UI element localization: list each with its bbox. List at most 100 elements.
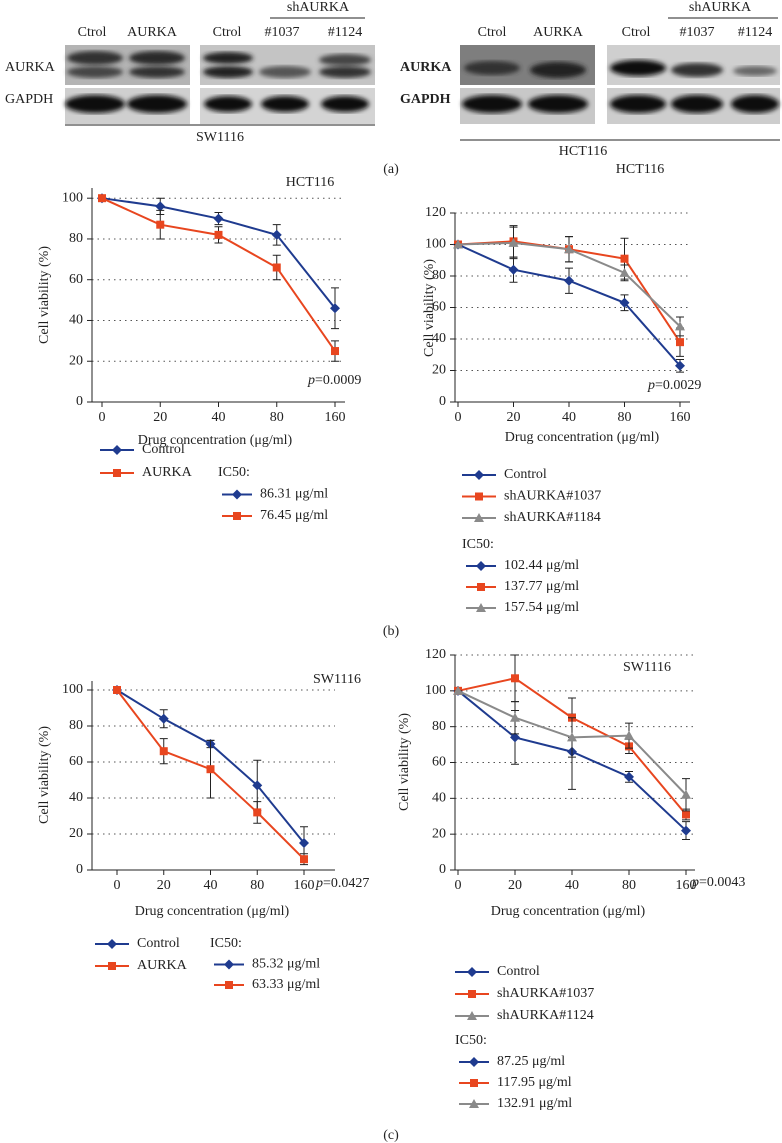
band	[462, 95, 522, 113]
marker	[213, 213, 224, 224]
legend-label: Control	[142, 442, 185, 457]
marker	[564, 244, 574, 254]
band	[321, 96, 369, 112]
y-tick-label: 100	[425, 237, 446, 252]
blot-hct116: Ctrol AURKA Ctrol #1037 #1124 shAURKA AU…	[400, 0, 780, 159]
y-tick-label: 0	[76, 862, 83, 877]
ic50-label: IC50:	[210, 936, 242, 951]
chart: 0 20 40 60 80 100 0 20 40 80 160 HCT116 Cell viabili…	[37, 175, 361, 523]
marker	[474, 513, 484, 522]
marker	[113, 469, 121, 477]
annotation: p=0.0427	[315, 876, 369, 891]
y-tick-label: 60	[69, 272, 83, 287]
ic50-label: IC50:	[218, 465, 250, 480]
band	[203, 52, 253, 64]
x-tick-label: 40	[565, 878, 579, 893]
legend-label: AURKA	[142, 465, 193, 480]
annotation: p=0.0029	[647, 378, 701, 393]
annotation-italic: p	[647, 378, 655, 393]
band	[464, 61, 520, 75]
marker	[469, 1057, 479, 1067]
annotation-text: =0.0427	[323, 876, 369, 891]
marker	[158, 713, 169, 724]
x-tick-label: 80	[250, 878, 264, 893]
marker	[681, 789, 691, 799]
x-axis-label: Drug concentration (μg/ml)	[135, 904, 290, 919]
marker	[299, 838, 309, 848]
y-tick-label: 20	[69, 826, 83, 841]
x-tick-label: 20	[508, 878, 522, 893]
y-tick-label: 60	[432, 300, 446, 315]
panel-label: (b)	[383, 624, 400, 639]
y-axis-label: Cell viability (%)	[37, 246, 52, 344]
marker	[510, 712, 520, 722]
chart-title: SW1116	[623, 660, 671, 675]
legend-label: shAURKA#1124	[497, 1008, 594, 1023]
annotation-text: =0.0029	[655, 378, 701, 393]
x-tick-label: 160	[676, 878, 697, 893]
band	[129, 51, 185, 65]
ic50-value: 102.44 μg/ml	[504, 558, 579, 573]
marker	[98, 194, 106, 203]
y-tick-label: 100	[425, 683, 446, 698]
x-axis-label: Drug concentration (μg/ml)	[491, 904, 646, 919]
band	[671, 95, 723, 113]
y-tick-label: 100	[62, 682, 83, 697]
marker	[476, 561, 486, 571]
ic50-value: 85.32 μg/ml	[252, 957, 320, 972]
marker	[253, 808, 262, 817]
y-axis-label: Cell viability (%)	[37, 726, 52, 824]
y-tick-label: 20	[432, 363, 446, 378]
band	[319, 54, 371, 66]
band	[204, 96, 252, 112]
marker	[470, 1079, 478, 1087]
blot-strip	[65, 45, 190, 85]
marker	[271, 229, 282, 240]
band	[261, 96, 309, 112]
ic50-value: 157.54 μg/ml	[504, 600, 579, 615]
lane-label: Ctrol	[478, 25, 507, 40]
marker	[107, 939, 117, 949]
chart: 0 20 40 60 80 100 120 0 20 40 80 160 HCT116 Cell viab…	[422, 162, 701, 615]
y-tick-label: 0	[439, 394, 446, 409]
marker	[475, 492, 483, 501]
y-tick-label: 20	[69, 353, 83, 368]
marker	[676, 338, 684, 347]
panel-label: (a)	[383, 162, 399, 177]
marker	[474, 470, 484, 480]
y-tick-label: 120	[425, 647, 446, 662]
marker	[252, 780, 263, 791]
panel-label: (c)	[383, 1128, 399, 1143]
x-axis-label: Drug concentration (μg/ml)	[138, 433, 293, 448]
band	[731, 95, 779, 113]
marker	[233, 512, 241, 520]
annotation: p=0.0009	[307, 373, 361, 388]
band	[259, 66, 311, 78]
marker	[624, 730, 634, 740]
y-tick-label: 80	[69, 718, 83, 733]
marker	[206, 765, 215, 774]
band	[319, 66, 371, 78]
series-line	[457, 243, 681, 367]
annotation-text: =0.0009	[315, 373, 361, 388]
marker	[624, 771, 634, 782]
marker	[156, 220, 165, 229]
marker	[469, 1099, 479, 1108]
lane-label: #1037	[680, 25, 715, 40]
legend-label: AURKA	[137, 958, 188, 973]
x-tick-label: 40	[562, 410, 576, 425]
chart: 0 20 40 60 80 100 120 0 20 40 80 160 SW1116 Cell viab…	[397, 647, 745, 1111]
x-tick-label: 0	[455, 410, 462, 425]
x-tick-label: 80	[618, 410, 632, 425]
y-axis-label: Cell viability (%)	[422, 259, 437, 357]
x-tick-label: 20	[157, 878, 171, 893]
marker	[476, 603, 486, 612]
band	[733, 66, 777, 76]
band	[203, 66, 253, 78]
lane-label: #1124	[738, 25, 772, 40]
marker	[224, 959, 234, 970]
blot-sw1116: Ctrol AURKA Ctrol #1037 #1124 shAURKA AU…	[5, 0, 375, 145]
band	[67, 51, 123, 65]
marker	[300, 855, 308, 864]
